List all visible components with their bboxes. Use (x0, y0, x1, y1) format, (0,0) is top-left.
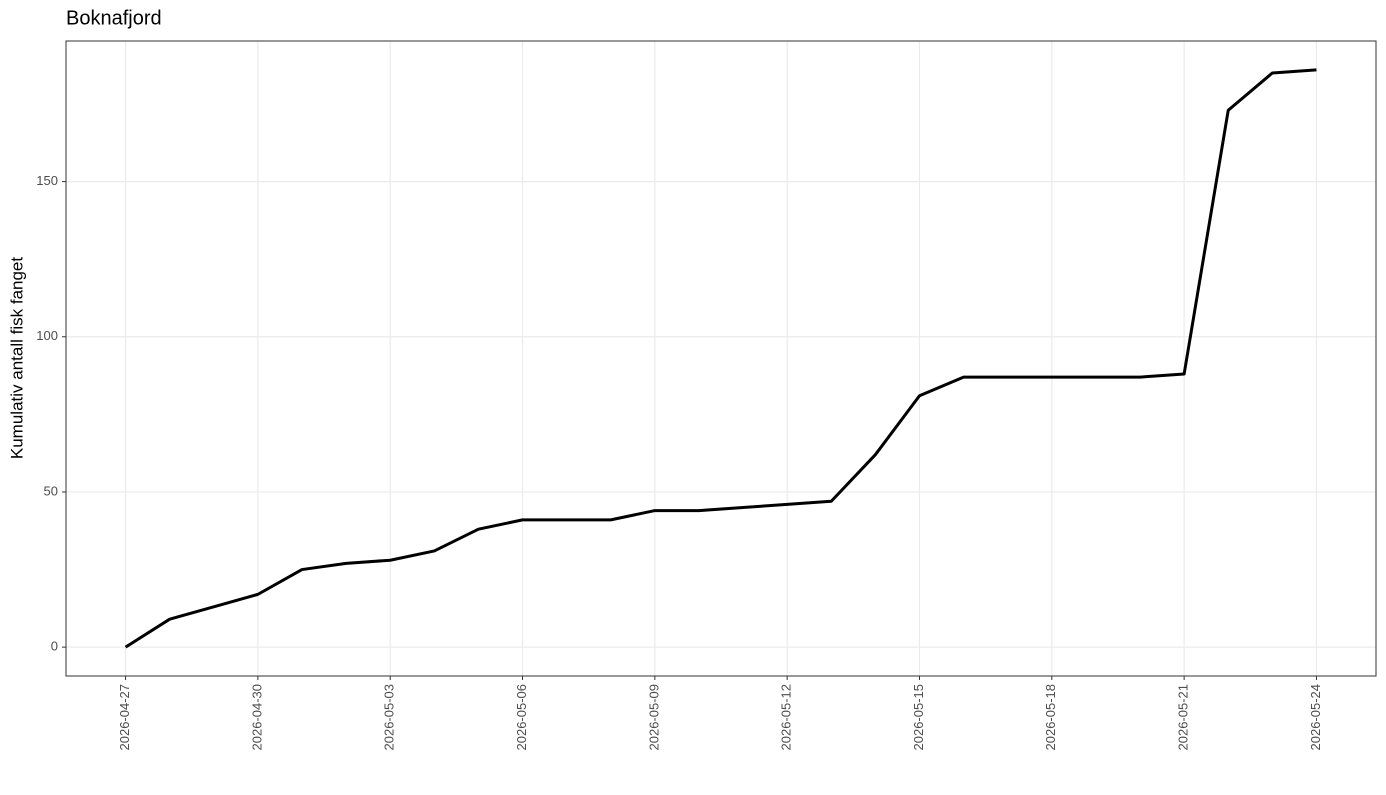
x-tick-label: 2026-04-27 (117, 684, 132, 751)
x-tick-label: 2026-05-18 (1043, 684, 1058, 751)
data-line (124, 68, 1317, 649)
x-tick-label: 2026-05-21 (1176, 684, 1191, 751)
x-tick-label: 2026-05-24 (1308, 684, 1323, 751)
x-tick-label: 2026-05-09 (646, 684, 661, 751)
x-tick-label: 2026-05-12 (779, 684, 794, 751)
chart-title: Boknafjord (66, 7, 162, 29)
y-tick-label: 150 (36, 173, 58, 188)
x-tick-label: 2026-04-30 (249, 684, 264, 751)
y-tick-label: 100 (36, 328, 58, 343)
y-tick-label: 50 (44, 483, 58, 498)
x-tick-label: 2026-05-15 (911, 684, 926, 751)
x-tick-label: 2026-05-03 (382, 684, 397, 751)
y-tick-label: 0 (51, 639, 58, 654)
x-tick-label: 2026-05-06 (514, 684, 529, 751)
y-axis-label: Kumulativ antall fisk fanget (7, 257, 26, 459)
panel-border (65, 40, 1377, 677)
